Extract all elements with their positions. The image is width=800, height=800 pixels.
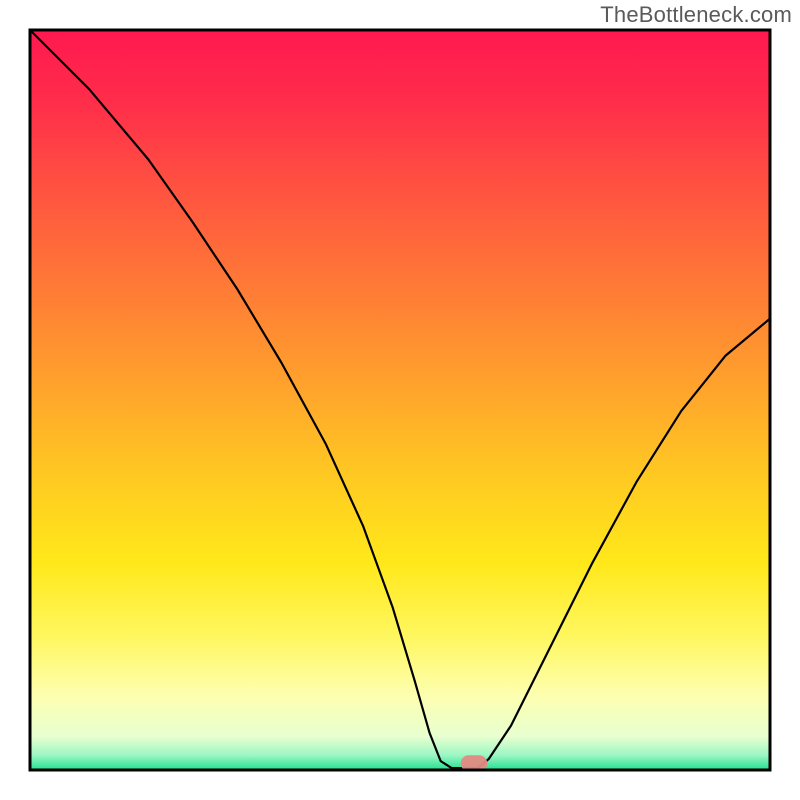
chart-container [0, 0, 800, 800]
bottleneck-curve-chart [0, 0, 800, 800]
gradient-background [30, 30, 770, 770]
watermark-text: TheBottleneck.com [600, 2, 792, 28]
